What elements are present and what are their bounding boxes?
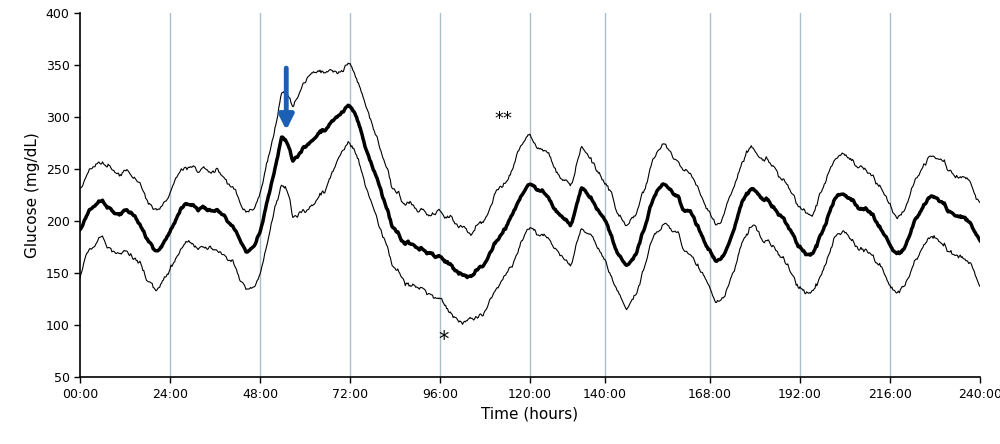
Text: *: * [439, 330, 449, 350]
X-axis label: Time (hours): Time (hours) [481, 406, 579, 421]
Y-axis label: Glucose (mg/dL): Glucose (mg/dL) [25, 132, 40, 258]
Text: **: ** [495, 111, 513, 128]
